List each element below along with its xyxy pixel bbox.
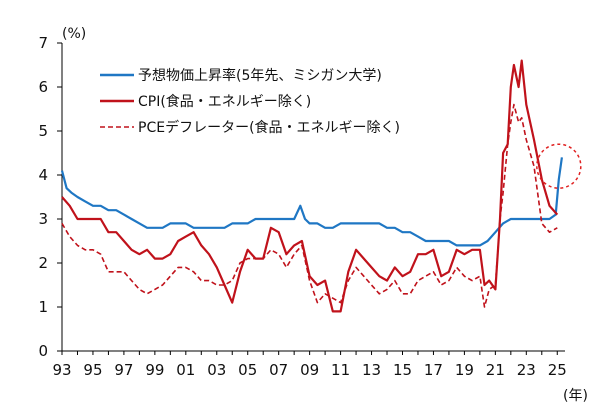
- x-tick-label: 11: [331, 361, 350, 379]
- x-tick-label: 19: [455, 361, 474, 379]
- y-tick-label: 1: [38, 298, 48, 316]
- y-axis: 0 1 2 3 4 5 6 7: [38, 34, 63, 360]
- legend-label-1: 予想物価上昇率(5年先、ミシガン大学): [138, 67, 382, 84]
- x-tick-label: 13: [362, 361, 381, 379]
- x-tick-label: 99: [145, 361, 164, 379]
- annotation-circle: [536, 143, 582, 189]
- y-tick-label: 3: [38, 210, 48, 228]
- y-tick-label: 5: [38, 122, 48, 140]
- y-tick-label: 7: [38, 34, 48, 52]
- legend-label-3: PCEデフレーター(食品・エネルギー除く): [138, 119, 400, 136]
- x-tick-label: 03: [207, 361, 226, 379]
- x-tick-label: 21: [486, 361, 505, 379]
- legend: 予想物価上昇率(5年先、ミシガン大学) CPI(食品・エネルギー除く) PCEデフレ…: [100, 67, 400, 136]
- y-tick-label: 4: [38, 166, 48, 184]
- x-tick-label: 05: [238, 361, 257, 379]
- x-axis: 93 95 97 99 01 03 05 07 09 11 13 15 17 19 21 23 25: [52, 350, 567, 379]
- x-tick-label: 93: [52, 361, 71, 379]
- legend-label-2: CPI(食品・エネルギー除く): [138, 93, 311, 110]
- series-line-3: [61, 103, 558, 308]
- x-tick-label: 97: [114, 361, 133, 379]
- y-tick-label: 6: [38, 78, 48, 96]
- x-tick-label: 09: [300, 361, 319, 379]
- x-tick-label: 23: [517, 361, 536, 379]
- y-tick-label: 2: [38, 254, 48, 272]
- series-layer: [60, 59, 563, 313]
- x-tick-label: 07: [269, 361, 288, 379]
- x-tick-label: 15: [393, 361, 412, 379]
- x-unit-label: (年): [563, 388, 588, 404]
- x-tick-label: 17: [424, 361, 443, 379]
- series-line-1: [60, 157, 563, 247]
- y-unit-label: (%): [62, 26, 86, 42]
- y-tick-label: 0: [38, 342, 48, 360]
- x-tick-label: 95: [83, 361, 102, 379]
- x-tick-label: 01: [176, 361, 195, 379]
- x-tick-label: 25: [548, 361, 567, 379]
